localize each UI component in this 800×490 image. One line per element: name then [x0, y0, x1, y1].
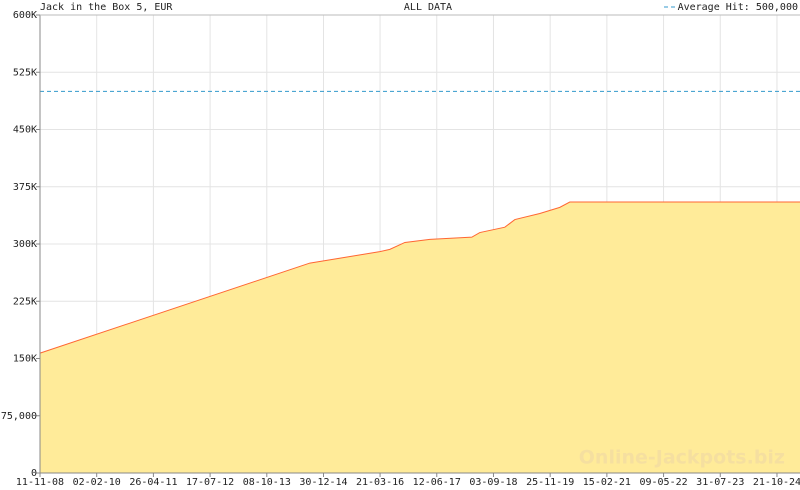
- x-tick-label: 17-07-12: [186, 477, 234, 488]
- y-tick-label: 450K: [13, 125, 37, 136]
- x-tick-label: 21-03-16: [356, 477, 404, 488]
- y-tick-label: 525K: [13, 67, 37, 78]
- area: [40, 202, 800, 473]
- x-tick-label: 31-07-23: [696, 477, 744, 488]
- y-tick-label: 0: [31, 468, 37, 479]
- x-tick-label: 26-04-11: [129, 477, 177, 488]
- x-tick-label: 02-02-10: [73, 477, 121, 488]
- y-tick-label: 75,000: [1, 411, 37, 422]
- x-tick-label: 25-11-19: [526, 477, 574, 488]
- x-tick-label: 21-10-24: [753, 477, 800, 488]
- x-tick-label: 15-02-21: [583, 477, 631, 488]
- line: [39, 201, 800, 354]
- y-tick-label: 600K: [13, 10, 37, 21]
- x-tick-label: 11-11-08: [16, 477, 64, 488]
- chart-title: Jack in the Box 5, EUR: [40, 2, 173, 13]
- legend-label: Average Hit: 500,000: [678, 2, 798, 13]
- x-tick-label: 08-10-13: [243, 477, 291, 488]
- y-tick-label: 375K: [13, 182, 37, 193]
- x-tick-label: 12-06-17: [413, 477, 461, 488]
- x-tick-label: 03-09-18: [469, 477, 517, 488]
- x-tick-label: 09-05-22: [639, 477, 687, 488]
- watermark: Online-Jackpots.biz: [579, 447, 785, 469]
- chart-subtitle: ALL DATA: [404, 2, 452, 13]
- x-tick-label: 30-12-14: [299, 477, 347, 488]
- y-tick-label: 300K: [13, 239, 37, 250]
- y-tick-label: 225K: [13, 296, 37, 307]
- y-tick-label: 150K: [13, 354, 37, 365]
